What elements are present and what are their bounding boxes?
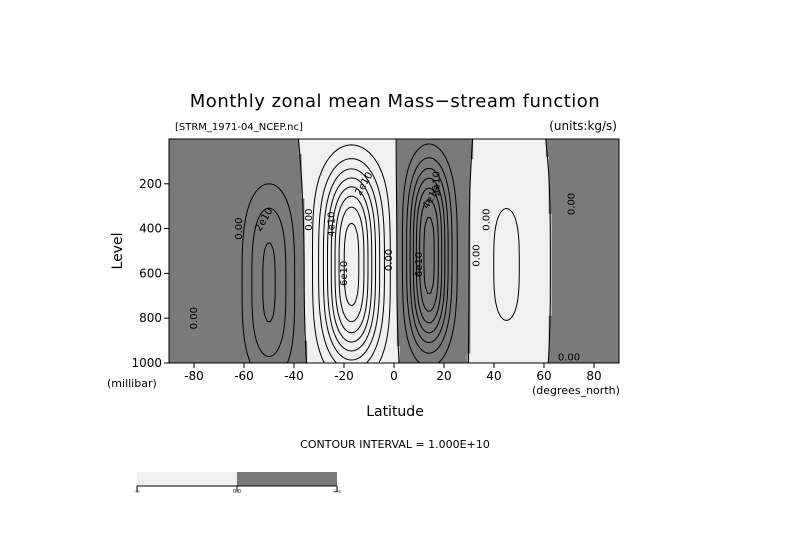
legend-label-zero: 0.0 [233, 489, 241, 495]
legend-positive-swatch [237, 472, 337, 486]
positive-contour [241, 143, 458, 363]
positive-region-fill [169, 139, 619, 363]
contour-label: 0.00 [558, 352, 580, 363]
contour-label: 0.00 [189, 307, 200, 329]
contour-label: 0.00 [472, 244, 483, 266]
y-tick-label: 800 [139, 311, 162, 325]
contour-label: 6e10 [414, 252, 425, 277]
positive-contour [262, 167, 449, 344]
x-tick-label: -60 [234, 369, 254, 383]
contour-lines [241, 139, 551, 363]
positive-contour [423, 216, 435, 295]
positive-contour [415, 187, 443, 324]
legend-label-min: -∞ [134, 489, 140, 495]
negative-contour [330, 186, 373, 343]
units-label: (units:kg/s) [549, 119, 617, 133]
positive-contour [419, 199, 439, 312]
contour-label: 0.00 [482, 209, 493, 231]
x-tick-label: -40 [284, 369, 304, 383]
y-axis-label: Level [110, 233, 126, 270]
x-tick-label: 0 [390, 369, 398, 383]
color-legend: -∞ 0.0 +∞ [134, 472, 341, 495]
negative-contour [318, 158, 385, 363]
x-axis-label: Latitude [366, 404, 424, 420]
contour-label: 6e10 [339, 261, 350, 286]
contour-label: 0.00 [234, 217, 245, 239]
negative-contour [334, 195, 369, 334]
x-tick-label: 40 [486, 369, 501, 383]
y-tick-label: 200 [139, 177, 162, 191]
negative-contour [312, 144, 520, 363]
zero-contour [297, 139, 551, 363]
y-axis-unit: (millibar) [107, 377, 157, 390]
x-axis-ticks: -80 -60 -40 -20 0 20 40 60 80 [184, 363, 602, 383]
negative-contour [322, 168, 381, 361]
source-file-label: [STRM_1971-04_NCEP.nc] [175, 122, 303, 133]
contour-label: 4e10 [327, 211, 338, 236]
x-tick-label: -80 [184, 369, 204, 383]
x-tick-label: 80 [586, 369, 601, 383]
positive-contour [251, 157, 453, 358]
contour-label: 2e10 [432, 171, 443, 196]
positive-shading [169, 139, 619, 363]
x-tick-label: -20 [334, 369, 354, 383]
contour-label: 0.00 [567, 193, 578, 215]
legend-label-max: +∞ [333, 489, 341, 495]
negative-contour [326, 177, 377, 352]
x-tick-label: 60 [536, 369, 551, 383]
negative-contour [343, 222, 360, 307]
negative-contour [338, 206, 365, 323]
contour-label: 0.00 [384, 249, 395, 271]
y-tick-label: 1000 [131, 356, 162, 370]
y-tick-label: 400 [139, 222, 162, 236]
positive-contour [412, 177, 446, 334]
y-axis-ticks: 200 400 600 800 1000 [131, 177, 169, 370]
chart-title: Monthly zonal mean Mass−stream function [190, 91, 600, 112]
contour-label: 0.00 [304, 209, 315, 231]
y-tick-label: 600 [139, 266, 162, 280]
x-axis-unit: (degrees_north) [532, 384, 620, 397]
legend-negative-swatch [137, 472, 237, 486]
contour-interval-note: CONTOUR INTERVAL = 1.000E+10 [300, 438, 490, 451]
x-tick-label: 20 [436, 369, 451, 383]
